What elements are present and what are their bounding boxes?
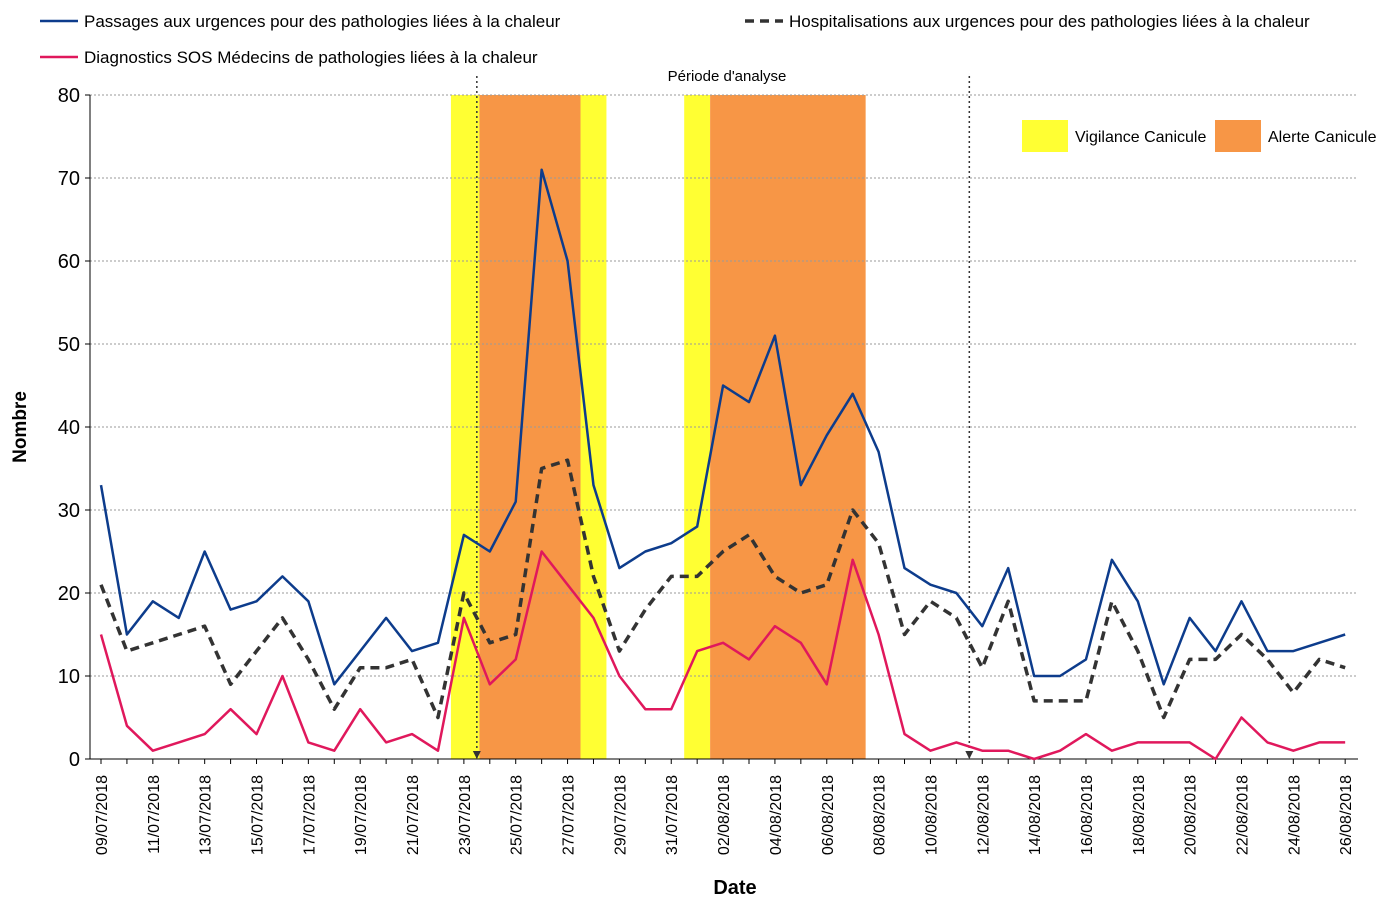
y-tick-label: 60 [58, 251, 80, 273]
x-tick-label: 11/07/2018 [146, 775, 163, 854]
analysis-arrow [472, 751, 481, 759]
analysis-arrow [965, 751, 974, 759]
x-tick-label: 27/07/2018 [561, 775, 578, 855]
legend-swatch [1215, 120, 1261, 152]
y-tick-label: 10 [58, 666, 80, 688]
legend-label: Passages aux urgences pour des pathologi… [84, 12, 561, 31]
series-line [99, 550, 1346, 761]
x-tick-label: 20/08/2018 [1183, 775, 1200, 855]
x-tick-label: 17/07/2018 [301, 775, 318, 855]
y-tick-label: 20 [58, 583, 80, 605]
x-tick-label: 16/08/2018 [1079, 775, 1096, 855]
series-line [99, 458, 1346, 720]
legend-label: Diagnostics SOS Médecins de pathologies … [84, 48, 538, 67]
x-tick-label: 09/07/2018 [94, 775, 111, 855]
legend-label: Hospitalisations aux urgences pour des p… [789, 12, 1310, 31]
x-tick-label: 21/07/2018 [405, 775, 422, 855]
legend-label: Vigilance Canicule [1075, 129, 1206, 146]
x-tick-label: 22/08/2018 [1234, 775, 1251, 855]
y-tick-label: 50 [58, 334, 80, 356]
x-tick-label: 08/08/2018 [872, 775, 889, 855]
x-tick-label: 02/08/2018 [716, 775, 733, 855]
x-tick-label: 10/08/2018 [923, 775, 940, 855]
x-tick-label: 25/07/2018 [509, 775, 526, 855]
analysis-label: Période d'analyse [668, 68, 787, 85]
x-tick-label: 31/07/2018 [664, 775, 681, 855]
x-tick-label: 18/08/2018 [1131, 775, 1148, 855]
y-tick-label: 40 [58, 417, 80, 439]
y-tick-label: 70 [58, 168, 80, 190]
x-tick-label: 19/07/2018 [353, 775, 370, 855]
x-tick-label: 06/08/2018 [820, 775, 837, 855]
y-axis-title: Nombre [10, 391, 31, 463]
x-tick-label: 13/07/2018 [198, 775, 215, 855]
legend-label: Alerte Canicule [1268, 129, 1377, 146]
x-tick-label: 26/08/2018 [1338, 775, 1355, 855]
series-line [99, 168, 1346, 686]
x-tick-label: 12/08/2018 [975, 775, 992, 855]
y-tick-label: 80 [58, 85, 80, 107]
legend-swatch [1022, 120, 1068, 152]
y-tick-label: 30 [58, 500, 80, 522]
y-tick-label: 0 [69, 749, 80, 771]
x-axis-title: Date [713, 877, 756, 899]
x-tick-label: 23/07/2018 [457, 775, 474, 855]
x-tick-label: 29/07/2018 [612, 775, 629, 855]
x-tick-label: 24/08/2018 [1286, 775, 1303, 855]
x-tick-label: 14/08/2018 [1027, 775, 1044, 855]
x-tick-label: 04/08/2018 [768, 775, 785, 855]
x-tick-label: 15/07/2018 [250, 775, 267, 855]
